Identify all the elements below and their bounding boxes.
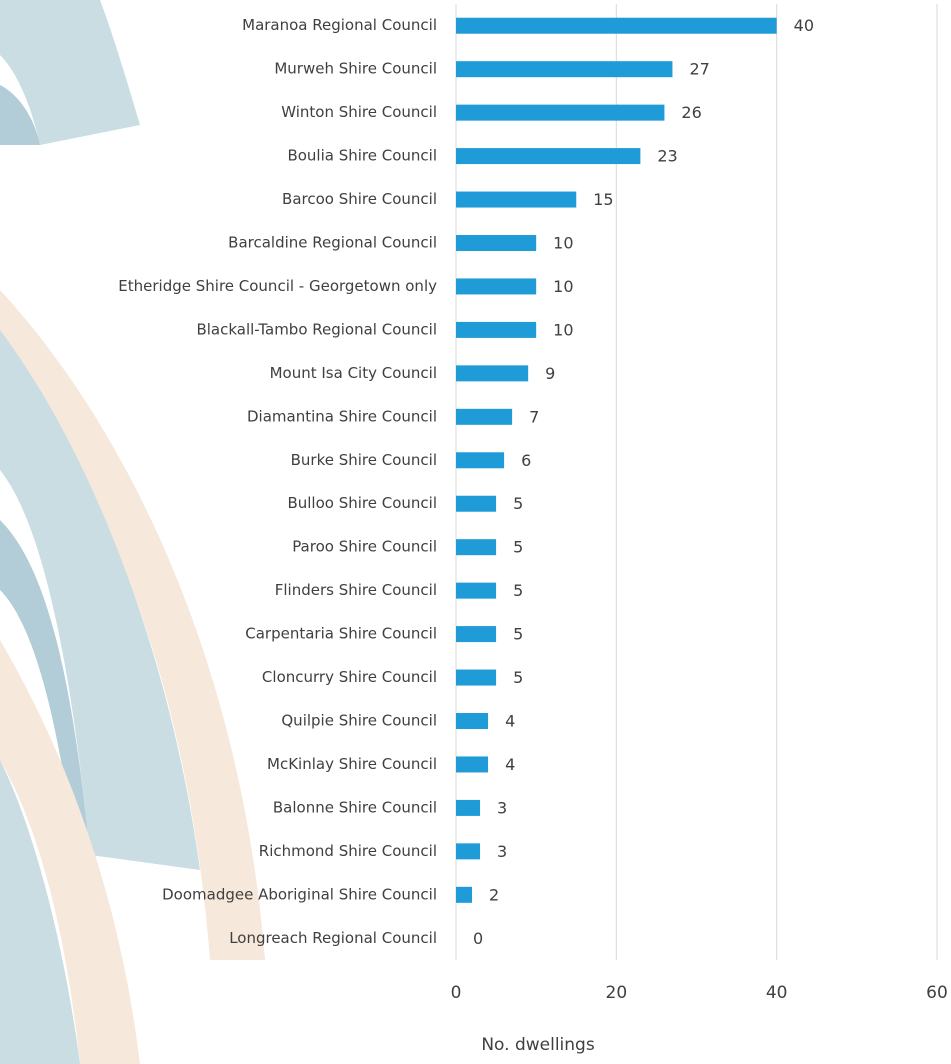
chart: No. dwellings 0204060Maranoa Regional Co… [0, 0, 951, 1064]
y-tick-label: Barcaldine Regional Council [228, 234, 437, 252]
bar [456, 192, 576, 208]
y-tick-label: Blackall-Tambo Regional Council [196, 320, 437, 338]
value-label: 7 [529, 407, 539, 426]
bar [456, 61, 672, 77]
value-label: 26 [681, 103, 701, 122]
value-label: 6 [521, 451, 531, 470]
y-tick-label: Doomadgee Aboriginal Shire Council [162, 885, 437, 903]
value-label: 27 [689, 60, 709, 79]
bar [456, 539, 496, 555]
x-tick-label: 60 [926, 983, 948, 1003]
bar [456, 800, 480, 816]
x-tick-label: 20 [606, 983, 628, 1003]
y-tick-label: Barcoo Shire Council [282, 190, 437, 208]
value-label: 5 [513, 494, 523, 513]
bar [456, 496, 496, 512]
value-label: 3 [497, 798, 507, 817]
value-label: 3 [497, 842, 507, 861]
value-label: 10 [553, 277, 573, 296]
value-label: 4 [505, 712, 515, 731]
value-label: 10 [553, 234, 573, 253]
y-tick-label: Etheridge Shire Council - Georgetown onl… [118, 277, 437, 295]
bar [456, 105, 664, 121]
value-label: 5 [513, 538, 523, 557]
bar [456, 452, 504, 468]
bar [456, 843, 480, 859]
y-tick-label: Winton Shire Council [281, 103, 437, 121]
value-label: 5 [513, 668, 523, 687]
value-label: 4 [505, 755, 515, 774]
bar [456, 713, 488, 729]
x-tick-label: 0 [451, 983, 462, 1003]
value-label: 10 [553, 320, 573, 339]
y-tick-label: Richmond Shire Council [259, 842, 437, 860]
bar [456, 626, 496, 642]
y-tick-label: Mount Isa City Council [270, 364, 437, 382]
y-tick-label: Bulloo Shire Council [287, 494, 437, 512]
bar [456, 322, 536, 338]
y-tick-label: Burke Shire Council [291, 451, 437, 469]
value-label: 2 [489, 885, 499, 904]
bar [456, 887, 472, 903]
x-axis-title: No. dwellings [481, 1035, 595, 1055]
value-label: 15 [593, 190, 613, 209]
y-tick-label: Cloncurry Shire Council [262, 668, 437, 686]
y-tick-label: Paroo Shire Council [292, 538, 437, 556]
bar [456, 409, 512, 425]
y-tick-label: Longreach Regional Council [229, 929, 437, 947]
bar [456, 756, 488, 772]
y-tick-label: McKinlay Shire Council [267, 755, 437, 773]
bar [456, 148, 640, 164]
bar [456, 583, 496, 599]
value-label: 5 [513, 625, 523, 644]
value-label: 9 [545, 364, 555, 383]
value-label: 0 [473, 929, 483, 948]
bar [456, 278, 536, 294]
y-tick-label: Murweh Shire Council [274, 60, 437, 78]
bar [456, 235, 536, 251]
value-label: 23 [657, 147, 677, 166]
bar [456, 365, 528, 381]
value-label: 5 [513, 581, 523, 600]
background-decoration [0, 0, 265, 1064]
y-tick-label: Diamantina Shire Council [247, 407, 437, 425]
y-tick-label: Balonne Shire Council [273, 798, 437, 816]
y-tick-label: Quilpie Shire Council [281, 712, 437, 730]
y-tick-label: Carpentaria Shire Council [245, 625, 437, 643]
y-tick-label: Flinders Shire Council [275, 581, 437, 599]
y-tick-label: Boulia Shire Council [287, 147, 437, 165]
x-tick-label: 40 [766, 983, 788, 1003]
bar [456, 670, 496, 686]
value-label: 40 [794, 16, 814, 35]
bar [456, 18, 777, 34]
y-tick-label: Maranoa Regional Council [242, 16, 437, 34]
